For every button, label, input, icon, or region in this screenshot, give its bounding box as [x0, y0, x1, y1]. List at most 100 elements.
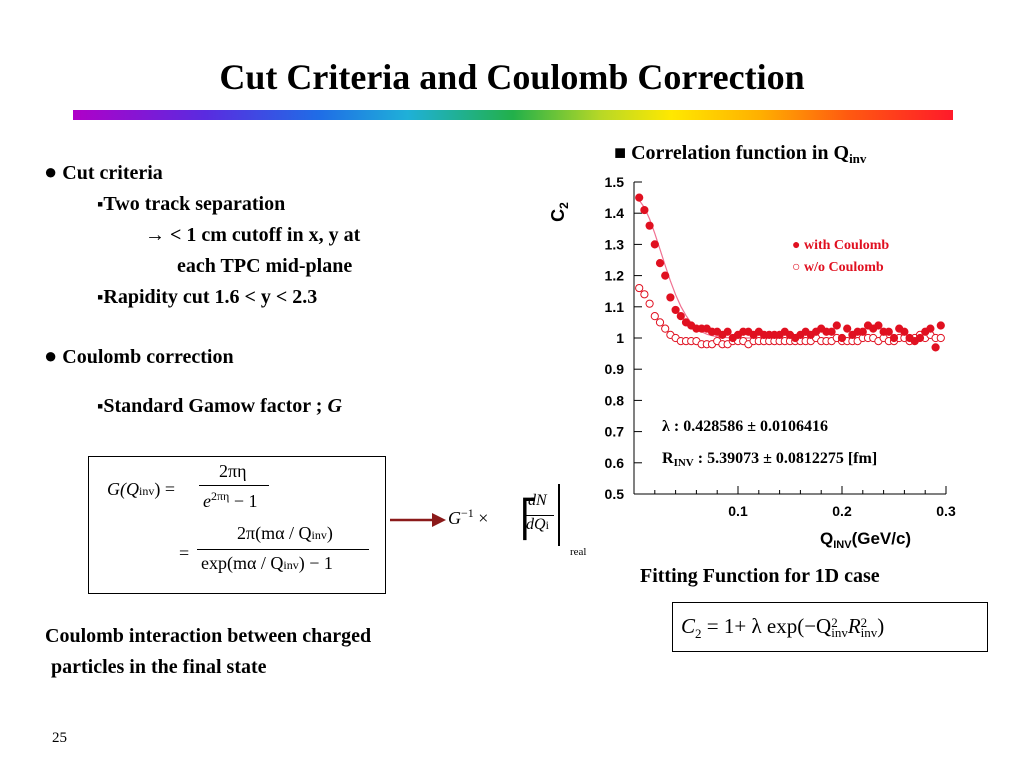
point-with-coulomb [843, 324, 852, 333]
point-with-coulomb [676, 312, 685, 321]
y-tick-label: 0.7 [605, 424, 625, 440]
coulomb-correction-heading: ● Coulomb correction [44, 343, 234, 369]
correction-bracket-glyph: ⎡ [520, 499, 538, 540]
fit-formula: C2 = 1+ λ exp(−Q2 invR2 inv) [681, 614, 884, 642]
point-with-coulomb [936, 321, 945, 330]
point-without-coulomb [640, 290, 649, 299]
coulomb-correction-label: Coulomb correction [62, 346, 234, 368]
fit-q-sub: inv [831, 625, 848, 641]
plot-heading-sub: inv [849, 151, 867, 166]
plot-heading: ■ Correlation function in Qinv [614, 142, 866, 167]
correction-bar-glyph [558, 484, 560, 546]
y-axis-label: C2 [550, 202, 571, 222]
gamow-den2: exp(mα / Qinv) − 1 [201, 553, 333, 574]
point-with-coulomb [671, 305, 680, 315]
gamow-den2-text: exp(mα / Q [201, 553, 284, 573]
gamow-fraction-bar1 [199, 485, 269, 486]
y-ticks: 0.5 0.6 0.7 0.8 0.9 1 1.1 1.2 1.3 1.4 1.5 [605, 174, 642, 502]
gamow-num1: 2πη [219, 461, 247, 481]
bullet-circle-icon: ● [44, 159, 58, 184]
point-without-coulomb [936, 333, 945, 343]
point-without-coulomb [650, 312, 659, 321]
point-without-coulomb [661, 324, 670, 333]
point-with-coulomb [889, 333, 899, 343]
correlation-chart: 0.50.60.70.80.911.11.21.31.41.5 0.1 0.2 0.… [550, 174, 956, 551]
gamow-factor-item: ▪Standard Gamow factor ; G [97, 395, 342, 418]
correction-dn: dN [528, 492, 547, 510]
bullet-square-icon: ▪ [97, 287, 104, 307]
correction-g: G [448, 508, 461, 528]
gamow-den1-tail: − 1 [233, 491, 258, 511]
fit-q-script: 2 inv [831, 616, 848, 641]
fit-c-sub: 2 [695, 626, 702, 641]
y-tick-label: 0.6 [605, 455, 625, 471]
rinv-fit-value: RINV : 5.39073 ± 0.0812275 [fm] [662, 450, 877, 469]
fit-r-sub: inv [860, 625, 878, 641]
rinv-sub: INV [673, 457, 694, 469]
y-tick-label: 1.2 [605, 268, 625, 284]
point-without-coulomb [655, 318, 665, 327]
bullet-square-icon: ■ [614, 142, 627, 164]
legend-with-label: with Coulomb [803, 238, 890, 253]
fit-r: R [847, 614, 861, 638]
correction-dq-sub: i [545, 518, 549, 532]
y-tick-label: 1.3 [605, 236, 625, 252]
x-tick-label: 0.3 [936, 503, 956, 519]
point-with-coulomb [832, 321, 841, 330]
rinv-label: R [662, 450, 674, 467]
series-with-coulomb [635, 193, 945, 352]
gamow-lhs-close: ) = [154, 479, 175, 499]
coulomb-caption-line1: Coulomb interaction between charged [45, 625, 372, 647]
cut-item-two-track-detail2: each TPC mid-plane [177, 255, 353, 277]
gamow-den2-sub: inv [283, 558, 299, 572]
x-ticks: 0.1 0.2 0.3 [654, 486, 956, 519]
slide-title: Cut Criteria and Coulomb Correction [219, 57, 805, 97]
gamow-fraction-bar2 [197, 549, 369, 550]
correction-formula: G−1 × [448, 506, 488, 529]
cut-item-rapidity-label: Rapidity cut 1.6 < y < 2.3 [103, 286, 318, 308]
fit-rest: = 1+ λ exp(−Q [706, 614, 832, 638]
y-tick-label: 1 [616, 330, 624, 346]
page-number: 25 [52, 730, 67, 746]
title-underline-bar [73, 110, 953, 120]
x-tick-label: 0.2 [832, 503, 852, 519]
point-with-coulomb [931, 343, 940, 352]
point-with-coulomb [900, 327, 909, 336]
bullet-square-icon: ▪ [97, 396, 104, 416]
correction-fraction-bar [524, 515, 554, 516]
gamow-den2-close: ) − 1 [298, 553, 333, 573]
cut-criteria-heading: ● Cut criteria [44, 159, 163, 185]
point-with-coulomb [827, 327, 836, 336]
gamow-num2-sub: inv [311, 528, 327, 542]
gamow-formula-box: G(Qinv) = 2πη e2πη − 1 = 2π(mα / Qinv) e… [88, 456, 386, 594]
cut-item-two-track-detail: → < 1 cm cutoff in x, y at [145, 224, 361, 246]
gamow-eq2: = [179, 543, 190, 563]
legend-without-coulomb: ○ w/o Coulomb [792, 260, 884, 276]
point-without-coulomb [645, 299, 654, 308]
coulomb-caption-line2: particles in the final state [51, 656, 267, 678]
point-with-coulomb [650, 240, 659, 249]
correction-dq: dQi [526, 516, 549, 534]
y-tick-label: 0.8 [605, 392, 625, 408]
y-tick-label: 1.4 [605, 205, 625, 221]
gamow-den1-sup: 2πη [211, 489, 230, 503]
point-with-coulomb [666, 293, 675, 302]
point-with-coulomb [874, 321, 883, 330]
lambda-fit-value: λ : 0.428586 ± 0.0106416 [662, 418, 828, 435]
fit-r-script: 2 inv [860, 615, 878, 641]
point-with-coulomb [723, 327, 732, 336]
point-with-coulomb [837, 333, 847, 343]
cut-criteria-label: Cut criteria [62, 162, 163, 184]
legend-with-coulomb: ● with Coulomb [792, 238, 889, 254]
x-axis-label: QINV(GeV/c) [820, 529, 911, 551]
point-with-coulomb [635, 193, 644, 202]
gamow-symbol: G [327, 395, 342, 417]
fit-c: C [681, 614, 696, 638]
x-tick-label: 0.1 [728, 503, 748, 519]
gamow-den1-e: e [203, 491, 211, 511]
correction-dq-text: dQ [526, 516, 546, 533]
gamow-num2-text: 2π(mα / Q [237, 523, 312, 543]
fitting-function-caption: Fitting Function for 1D case [640, 565, 880, 587]
fit-r-sup: 2 [860, 615, 868, 631]
point-with-coulomb [640, 205, 649, 215]
